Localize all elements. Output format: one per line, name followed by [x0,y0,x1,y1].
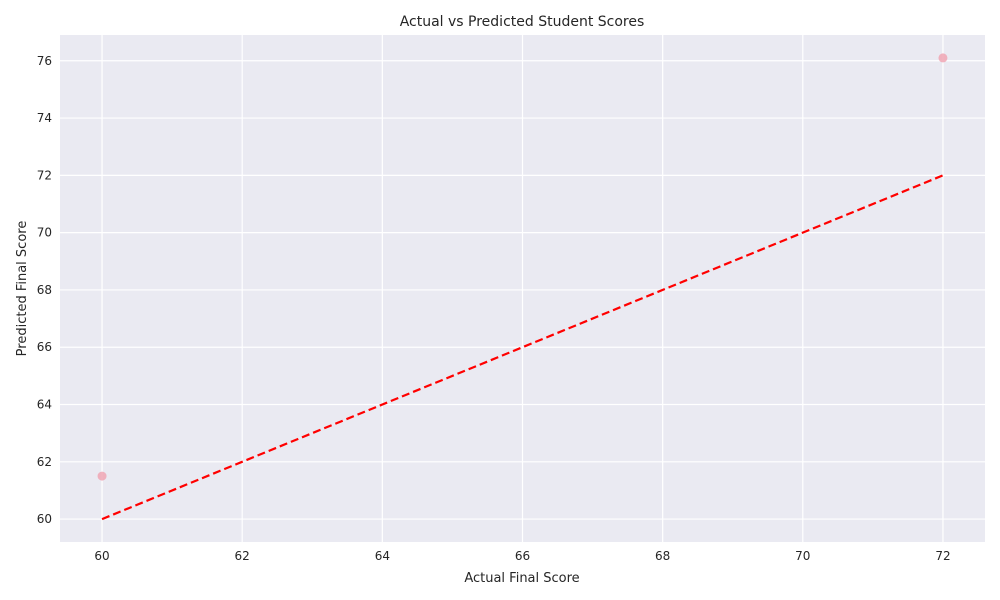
x-tick-labels: 60 62 64 66 68 70 72 [94,549,950,563]
x-tick-label-0: 60 [94,549,109,563]
scatter-point-0 [97,471,107,481]
grid-lines [60,35,985,542]
x-tick-label-3: 66 [515,549,530,563]
y-tick-label-4: 68 [37,283,52,297]
chart-title: Actual vs Predicted Student Scores [400,14,645,30]
x-tick-label-5: 70 [795,549,810,563]
x-tick-label-4: 68 [655,549,670,563]
y-tick-label-8: 76 [37,54,52,68]
y-tick-label-2: 64 [37,398,52,412]
y-tick-label-1: 62 [37,455,52,469]
x-axis-label: Actual Final Score [464,571,579,586]
y-tick-labels: 60 62 64 66 68 70 72 74 76 [37,54,52,526]
x-tick-label-2: 64 [375,549,390,563]
y-axis-label: Predicted Final Score [15,221,30,357]
x-tick-label-6: 72 [935,549,950,563]
y-tick-label-6: 72 [37,168,52,182]
y-tick-label-0: 60 [37,512,52,526]
x-tick-label-1: 62 [235,549,250,563]
scatter-point-1 [938,53,948,63]
y-tick-label-3: 66 [37,340,52,354]
y-tick-label-5: 70 [37,226,52,240]
series-layer [97,53,948,521]
y-tick-label-7: 74 [37,111,52,125]
reference-line [101,174,944,521]
